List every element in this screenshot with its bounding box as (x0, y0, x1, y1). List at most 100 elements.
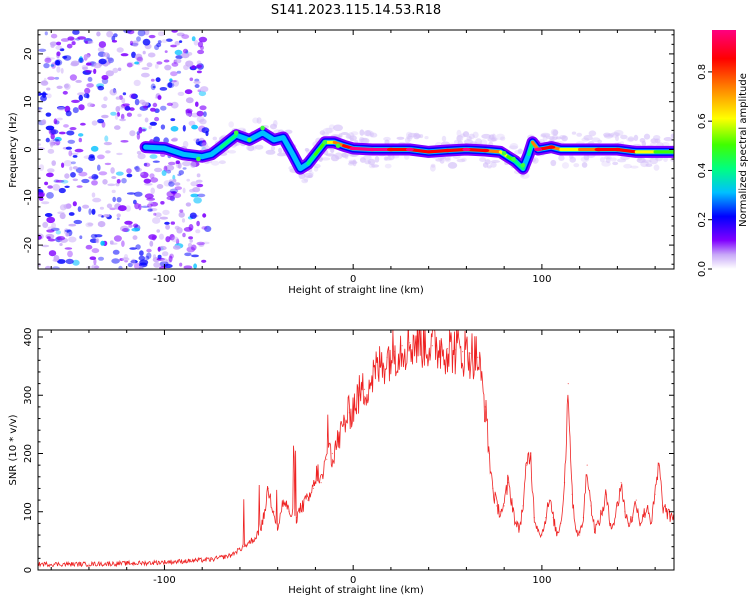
noise-blob (131, 227, 140, 232)
noise-blob (91, 208, 96, 215)
halo-blob (359, 129, 365, 136)
noise-blob (150, 177, 159, 183)
noise-blob (101, 114, 109, 119)
halo-blob (581, 162, 588, 168)
noise-blob (57, 106, 66, 111)
noise-blob (111, 35, 116, 42)
snr-point (643, 514, 645, 516)
noise-blob (159, 216, 169, 220)
halo-blob (545, 136, 555, 140)
noise-blob (177, 173, 182, 177)
noise-blob (115, 171, 124, 176)
noise-blob (134, 61, 140, 65)
noise-blob (157, 31, 165, 37)
noise-blob (107, 183, 116, 187)
noise-blob (160, 124, 166, 130)
noise-blob (97, 164, 101, 171)
halo-blob (663, 137, 673, 142)
noise-blob (173, 192, 182, 199)
noise-blob (129, 40, 134, 46)
y-tick-label: 100 (23, 502, 34, 521)
noise-blob (46, 93, 52, 99)
noise-blob (148, 234, 158, 240)
halo-blob (490, 161, 497, 168)
noise-blob (117, 67, 122, 72)
halo-blob (359, 157, 366, 163)
noise-blob (113, 33, 118, 38)
noise-blob (196, 60, 202, 66)
noise-blob (51, 160, 56, 166)
noise-blob (63, 83, 69, 89)
halo-blob (211, 160, 220, 166)
snr-point (552, 517, 554, 519)
noise-blob (182, 125, 186, 132)
y-tick-label: 20 (23, 48, 34, 61)
noise-blob (128, 224, 133, 228)
noise-blob (179, 262, 183, 267)
noise-blob (162, 251, 169, 257)
noise-blob (51, 222, 56, 229)
noise-blob (170, 118, 176, 122)
halo-blob (555, 136, 562, 140)
halo-blob (304, 172, 314, 178)
noise-blob (122, 228, 129, 232)
noise-blob (38, 48, 47, 52)
noise-blob (120, 140, 129, 143)
ridge-spot (247, 137, 252, 143)
ridge-peak (405, 147, 414, 152)
noise-blob (86, 265, 96, 269)
halo-blob (341, 152, 349, 158)
noise-blob (196, 173, 201, 178)
noise-blob (140, 171, 149, 179)
noise-blob (84, 40, 89, 44)
noise-blob (174, 49, 183, 56)
noise-blob (65, 258, 74, 265)
halo-blob (552, 129, 559, 136)
ridge-peak (443, 148, 452, 153)
noise-blob (138, 255, 146, 261)
noise-blob (43, 77, 47, 83)
y-tick-label: -20 (23, 237, 34, 253)
halo-blob (313, 166, 319, 172)
noise-blob (42, 221, 49, 228)
ridge-spot (520, 163, 526, 168)
noise-blob (146, 248, 152, 253)
snr-point (312, 487, 315, 489)
noise-blob (184, 252, 192, 257)
noise-blob (45, 137, 50, 143)
halo-blob (456, 129, 462, 137)
snr-point (669, 517, 671, 519)
snr-point (605, 493, 607, 495)
ridge-peak (386, 147, 395, 152)
noise-blob (89, 256, 97, 261)
noise-blob (178, 170, 184, 175)
noise-blob (150, 83, 156, 91)
noise-blob (115, 106, 121, 113)
spectrogram-image (38, 30, 674, 269)
snr-point (88, 563, 90, 565)
noise-blob (117, 205, 127, 212)
halo-blob (573, 163, 580, 168)
noise-blob (171, 30, 178, 33)
snr-point (182, 560, 184, 562)
halo-blob (321, 157, 331, 161)
halo-blob (273, 120, 278, 127)
noise-blob (49, 41, 58, 46)
noise-blob (79, 235, 83, 239)
noise-blob (191, 65, 196, 69)
noise-blob (137, 153, 146, 160)
snr-point (507, 482, 509, 484)
noise-blob (162, 209, 170, 216)
snr-panel: -100 0 100 0 100 200 300 400 Height of straight… (8, 327, 675, 596)
noise-blob (150, 107, 156, 112)
noise-blob (188, 120, 196, 126)
noise-blob (47, 148, 55, 154)
noise-blob (109, 88, 118, 96)
noise-blob (71, 152, 79, 156)
snr-point (496, 505, 498, 507)
halo-blob (627, 136, 635, 142)
snr-point (567, 383, 569, 385)
halo-blob (359, 136, 365, 142)
noise-blob (85, 244, 93, 250)
snr-point (229, 554, 232, 557)
